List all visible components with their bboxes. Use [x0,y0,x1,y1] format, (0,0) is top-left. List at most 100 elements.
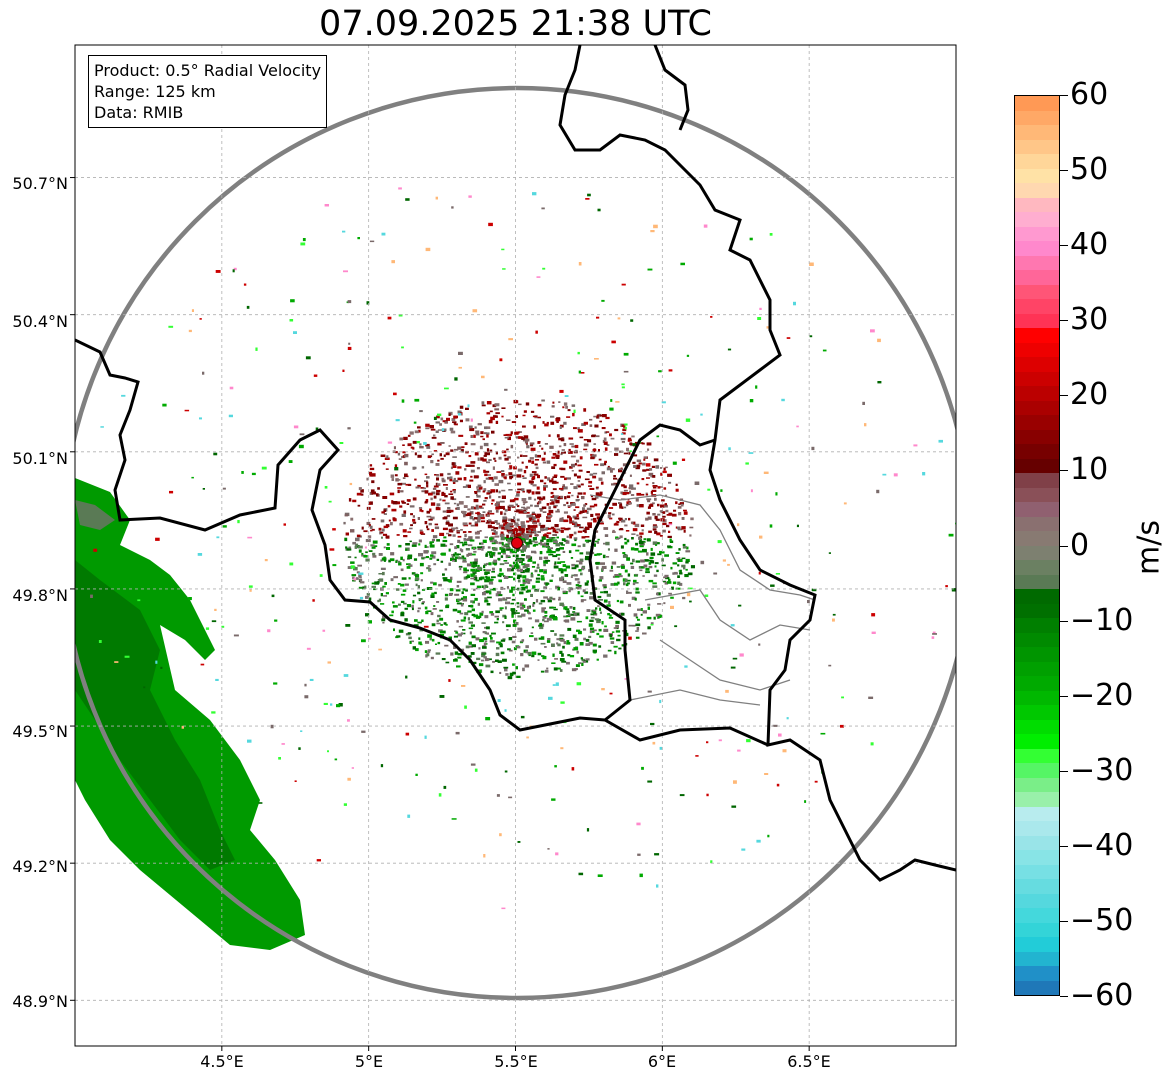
colorbar-tick-mark [1060,996,1068,997]
colorbar-segment [1015,342,1059,357]
colorbar-segment [1015,719,1059,734]
lat-tick-label: 50.4°N [12,312,68,331]
colorbar-segment [1015,110,1059,125]
axis-ticks [70,177,810,1051]
colorbar-unit: m/s [1131,520,1167,575]
colorbar-segment [1015,429,1059,444]
lat-tick-label: 50.7°N [12,174,68,193]
colorbar-segment [1015,299,1059,314]
colorbar-segment [1015,806,1059,821]
range-ring [75,85,956,1001]
colorbar-segment [1015,284,1059,299]
colorbar-tick-label: −60 [1070,978,1134,1013]
colorbar-tick-mark [1060,695,1068,697]
lat-tick-label: 49.5°N [12,722,68,741]
colorbar-segment [1015,96,1059,111]
colorbar-segment [1015,531,1059,546]
colorbar-tick-mark [1060,470,1068,472]
colorbar-segment [1015,516,1059,531]
lat-tick-label: 48.9°N [12,992,68,1011]
colorbar-segment [1015,371,1059,386]
colorbar-segment [1015,328,1059,343]
precip-band-southwest [75,478,305,950]
colorbar-segment [1015,139,1059,154]
colorbar-segment [1015,458,1059,473]
colorbar-segment [1015,821,1059,836]
colorbar-segment [1015,168,1059,183]
gridlines [75,45,956,1046]
colorbar-segment [1015,212,1059,227]
precip-core-southwest [75,560,235,870]
border-netherlands [653,45,690,131]
colorbar-segment [1015,487,1059,502]
colorbar-tick-mark [1060,845,1068,847]
product-info-box: Product: 0.5° Radial Velocity Range: 125… [88,55,328,128]
colorbar-segment [1015,980,1059,995]
colorbar-segment [1015,777,1059,792]
info-range: Range: 125 km [94,82,216,101]
colorbar-segment [1015,574,1059,589]
colorbar-tick-label: 0 [1070,527,1090,563]
colorbar-segment [1015,908,1059,923]
colorbar-segment [1015,705,1059,720]
colorbar-tick-mark [1060,920,1068,922]
colorbar-segment [1015,676,1059,691]
colorbar-segment [1015,415,1059,430]
colorbar-tick-mark [1060,170,1068,172]
colorbar-tick-mark [1060,320,1068,322]
colorbar-segment [1015,618,1059,633]
colorbar-tick-label: −20 [1070,677,1134,713]
colorbar-segment [1015,893,1059,908]
colorbar-segment [1015,400,1059,415]
colorbar-segment [1015,183,1059,198]
colorbar-tick-mark [1060,545,1068,547]
colorbar-tick-mark [1060,770,1068,772]
colorbar-tick-label: −40 [1070,827,1134,863]
colorbar-segment [1015,734,1059,749]
lat-tick-label: 50.1°N [12,449,68,468]
border-luxembourg [588,423,716,722]
colorbar-segment [1015,197,1059,212]
colorbar-tick-mark [1060,95,1068,96]
admin-border [589,494,816,706]
colorbar-segment [1015,241,1059,256]
colorbar-segment [1015,589,1059,604]
colorbar-segment [1015,690,1059,705]
colorbar-tick-label: 60 [1070,77,1109,112]
colorbar-segment [1015,154,1059,169]
colorbar-segment [1015,748,1059,763]
colorbar-segment [1015,313,1059,328]
colorbar-segment [1015,226,1059,241]
precip-edge-southwest [75,500,115,530]
colorbar-segment [1015,603,1059,618]
colorbar-tick-label: 20 [1070,377,1109,413]
colorbar-segment [1015,545,1059,560]
colorbar-segment [1015,357,1059,372]
colorbar-segment [1015,966,1059,981]
velocity-colorbar [1014,95,1060,996]
info-data-source: Data: RMIB [94,103,184,122]
colorbar-segment [1015,632,1059,647]
info-product: Product: 0.5° Radial Velocity [94,61,322,80]
map-title: 07.09.2025 21:38 UTC [319,4,712,44]
colorbar-segment [1015,850,1059,865]
border-south-france [604,718,769,747]
colorbar-tick-mark [1060,245,1068,247]
colorbar-tick-label: 30 [1070,302,1109,338]
colorbar-tick-label: 50 [1070,152,1109,188]
colorbar-segment [1015,763,1059,778]
colorbar-segment [1015,125,1059,140]
colorbar-segment [1015,661,1059,676]
velocity-field [90,187,956,910]
colorbar-segment [1015,560,1059,575]
lon-tick-label: 5.5°E [494,1052,538,1071]
lat-tick-label: 49.8°N [12,586,68,605]
colorbar-segment [1015,937,1059,952]
colorbar-segment [1015,444,1059,459]
colorbar-tick-label: −50 [1070,902,1134,938]
colorbar-segment [1015,502,1059,517]
colorbar-segment [1015,879,1059,894]
colorbar-tick-label: −10 [1070,602,1134,638]
colorbar-segment [1015,255,1059,270]
